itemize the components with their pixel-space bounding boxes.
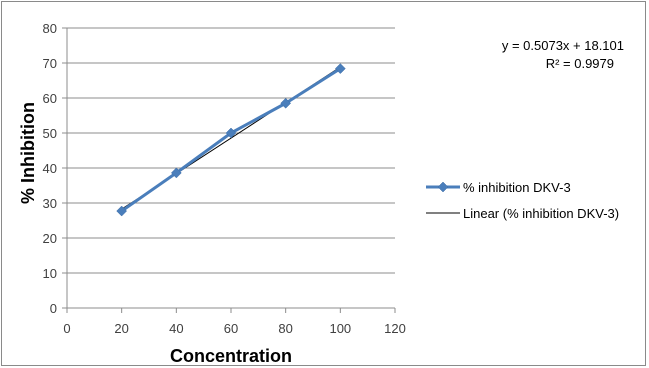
trendline-equation: y = 0.5073x + 18.101 — [502, 38, 624, 53]
data-point-60 — [225, 127, 237, 139]
x-tick-label-60: 60 — [224, 321, 238, 336]
x-tick-label-0: 0 — [63, 321, 70, 336]
data-point-20 — [116, 205, 128, 217]
y-tick-label-70: 70 — [43, 56, 57, 71]
y-tick-label-80: 80 — [43, 21, 57, 36]
y-tick-label-40: 40 — [43, 161, 57, 176]
legend-trendline-label: Linear (% inhibition DKV-3) — [463, 206, 619, 221]
x-tick-label-120: 120 — [384, 321, 406, 336]
trendline-r-squared: R² = 0.9979 — [546, 56, 614, 71]
y-tick-label-60: 60 — [43, 91, 57, 106]
y-tick-label-20: 20 — [43, 231, 57, 246]
series-group — [116, 63, 346, 217]
x-tick-label-100: 100 — [329, 321, 351, 336]
x-axis-title: Concentration — [170, 346, 292, 366]
y-tick-label-10: 10 — [43, 266, 57, 281]
data-point-100 — [334, 63, 346, 74]
axes — [62, 27, 396, 313]
x-tick-label-80: 80 — [278, 321, 292, 336]
x-tick-labels: 0 20 40 60 80 100 120 — [63, 321, 405, 336]
y-tick-label-0: 0 — [50, 301, 57, 316]
legend: % inhibition DKV-3 Linear (% inhibition … — [426, 180, 619, 221]
x-tick-label-20: 20 — [114, 321, 128, 336]
x-tick-label-40: 40 — [169, 321, 183, 336]
y-tick-label-50: 50 — [43, 126, 57, 141]
legend-series-label: % inhibition DKV-3 — [463, 180, 571, 195]
gridlines — [67, 27, 395, 274]
y-axis-title: % Inhibition — [18, 102, 38, 204]
y-tick-labels: 0 10 20 30 40 50 60 70 80 — [43, 21, 57, 316]
data-point-80 — [280, 97, 292, 109]
series-line-0 — [120, 67, 342, 213]
y-tick-label-30: 30 — [43, 196, 57, 211]
legend-series-marker — [437, 181, 449, 193]
data-point-40 — [170, 167, 182, 179]
